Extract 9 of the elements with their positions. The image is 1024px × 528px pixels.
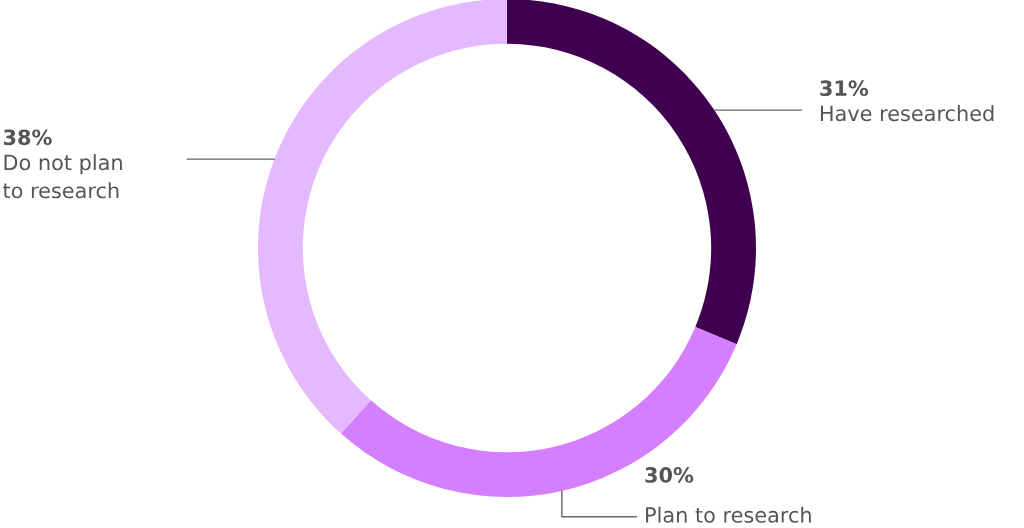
data-label: 31% <box>820 80 869 97</box>
slice-label: Plan to research <box>646 506 811 523</box>
data-label: 30% <box>645 467 694 483</box>
slice-label: Do not plan to research <box>3 154 122 199</box>
donut-slice <box>507 0 756 345</box>
data-label: 38% <box>3 129 52 146</box>
donut-slice <box>340 326 737 497</box>
slice-label: Have researched <box>820 105 994 122</box>
donut-slice <box>258 0 507 434</box>
